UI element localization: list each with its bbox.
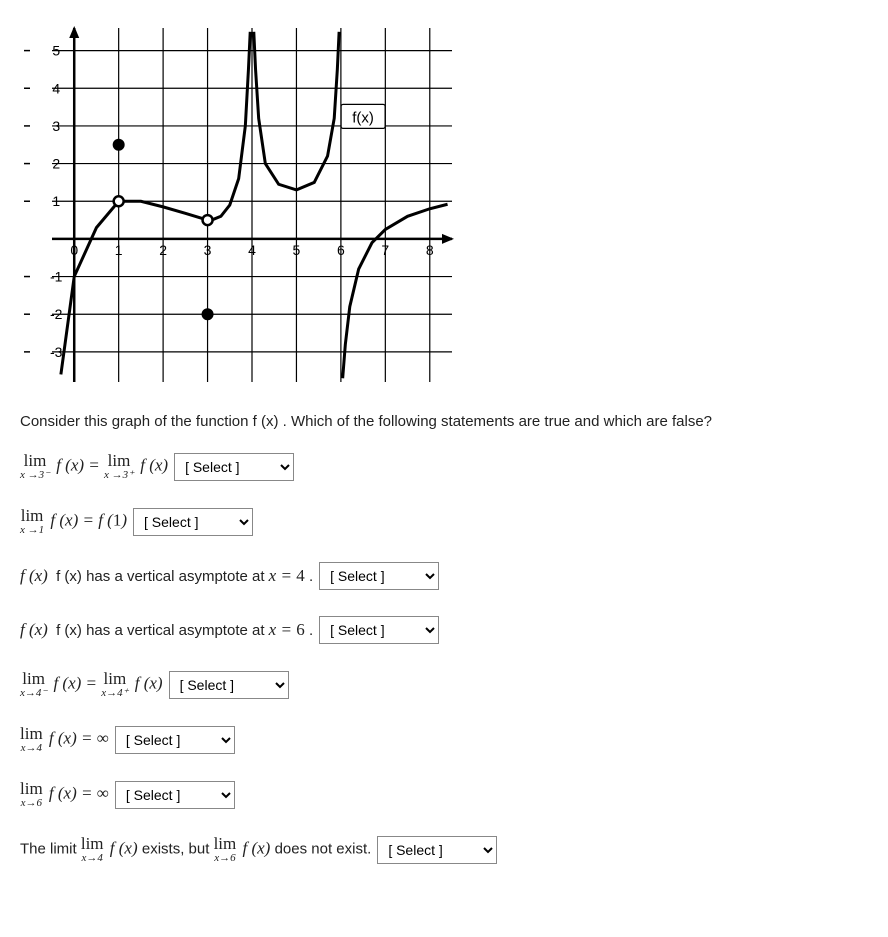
stmt8-sub1: x→4 xyxy=(81,853,102,864)
svg-text:3: 3 xyxy=(52,118,60,134)
stmt3-math: f (x) f (x) has a vertical asymptote at … xyxy=(20,566,313,586)
statement-1: limx →3⁻ f (x) = limx →3⁺ f (x) [ Select… xyxy=(20,452,868,481)
stmt5-select[interactable]: [ Select ] xyxy=(169,671,289,699)
stmt1-sub1: x →3⁻ xyxy=(20,470,50,481)
statement-8: The limit limx→4 f (x) exists, but limx→… xyxy=(20,835,868,864)
svg-text:0: 0 xyxy=(70,242,78,258)
svg-text:1: 1 xyxy=(115,242,123,258)
stmt5-math: limx→4⁻ f (x) = limx→4⁺ f (x) xyxy=(20,670,163,699)
stmt8-math: The limit limx→4 f (x) exists, but limx→… xyxy=(20,835,371,864)
svg-text:4: 4 xyxy=(52,80,60,96)
statement-4: f (x) f (x) has a vertical asymptote at … xyxy=(20,616,868,644)
stmt8-select[interactable]: [ Select ] xyxy=(377,836,497,864)
stmt3-fn: f (x) xyxy=(20,566,48,585)
statement-5: limx→4⁻ f (x) = limx→4⁺ f (x) [ Select ] xyxy=(20,670,868,699)
stmt7-math: limx→6 f (x) = ∞ xyxy=(20,780,109,809)
stmt4-text: f (x) has a vertical asymptote at xyxy=(56,622,269,639)
stmt8-sub2: x→6 xyxy=(214,853,235,864)
svg-text:-3: -3 xyxy=(50,344,63,360)
statement-2: limx →1 f (x) = f (1) [ Select ] xyxy=(20,507,868,536)
svg-text:1: 1 xyxy=(52,193,60,209)
svg-text:5: 5 xyxy=(52,43,60,59)
stmt4-eq: x = 6 xyxy=(269,620,305,639)
stmt2-sub: x →1 xyxy=(20,525,44,536)
stmt7-select[interactable]: [ Select ] xyxy=(115,781,235,809)
svg-text:-1: -1 xyxy=(50,269,63,285)
statement-6: limx→4 f (x) = ∞ [ Select ] xyxy=(20,725,868,754)
svg-text:7: 7 xyxy=(381,242,389,258)
stmt4-punct: . xyxy=(309,622,313,639)
svg-text:3: 3 xyxy=(204,242,212,258)
svg-text:8: 8 xyxy=(426,242,434,258)
stmt5-sub2: x→4⁺ xyxy=(101,688,128,699)
stmt5-sub1: x→4⁻ xyxy=(20,688,47,699)
stmt8-tb: exists, but xyxy=(142,840,214,857)
stmt6-math: limx→4 f (x) = ∞ xyxy=(20,725,109,754)
statement-3: f (x) f (x) has a vertical asymptote at … xyxy=(20,562,868,590)
stmt2-math: limx →1 f (x) = f (1) xyxy=(20,507,127,536)
stmt6-select[interactable]: [ Select ] xyxy=(115,726,235,754)
stmt1-math: limx →3⁻ f (x) = limx →3⁺ f (x) xyxy=(20,452,168,481)
question-text: Consider this graph of the function f (x… xyxy=(20,413,868,430)
stmt3-text: f (x) has a vertical asymptote at xyxy=(56,568,269,585)
svg-text:5: 5 xyxy=(293,242,301,258)
graph-container: 0 1 2 3 4 5 6 7 8 -3 -2 -1 1 2 3 4 5 f(x) xyxy=(20,20,868,393)
stmt1-sub2: x →3⁺ xyxy=(104,470,134,481)
svg-text:4: 4 xyxy=(248,242,256,258)
question-span: Consider this graph of the function f (x… xyxy=(20,413,712,430)
stmt4-select[interactable]: [ Select ] xyxy=(319,616,439,644)
stmt4-fn: f (x) xyxy=(20,620,48,639)
stmt3-select[interactable]: [ Select ] xyxy=(319,562,439,590)
stmt8-ta: The limit xyxy=(20,840,81,857)
stmt2-select[interactable]: [ Select ] xyxy=(133,508,253,536)
svg-text:6: 6 xyxy=(337,242,345,258)
stmt8-tc: does not exist. xyxy=(275,840,372,857)
stmt7-sub: x→6 xyxy=(21,798,42,809)
stmt1-select[interactable]: [ Select ] xyxy=(174,453,294,481)
svg-text:f(x): f(x) xyxy=(352,109,374,126)
statement-7: limx→6 f (x) = ∞ [ Select ] xyxy=(20,780,868,809)
function-graph: 0 1 2 3 4 5 6 7 8 -3 -2 -1 1 2 3 4 5 f(x) xyxy=(20,20,460,390)
svg-text:2: 2 xyxy=(52,156,60,172)
stmt3-punct: . xyxy=(309,568,313,585)
svg-text:2: 2 xyxy=(159,242,167,258)
svg-text:-2: -2 xyxy=(50,306,63,322)
stmt6-sub: x→4 xyxy=(21,743,42,754)
stmt3-eq: x = 4 xyxy=(269,566,305,585)
stmt4-math: f (x) f (x) has a vertical asymptote at … xyxy=(20,620,313,640)
